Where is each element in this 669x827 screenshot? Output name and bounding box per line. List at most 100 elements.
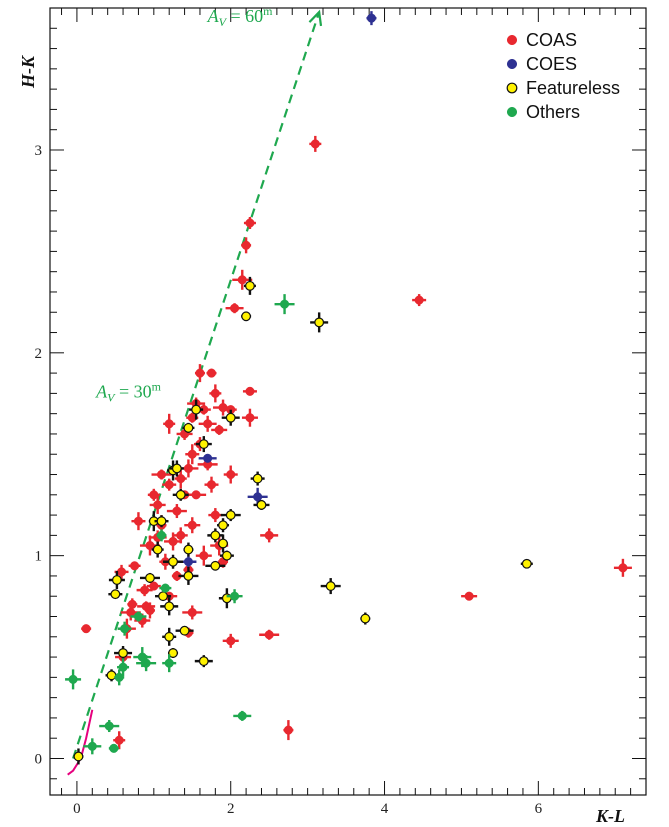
vector-label-0: AV = 60m <box>207 4 274 29</box>
point-featureless <box>521 558 532 569</box>
point-coas <box>618 563 628 573</box>
point-featureless <box>183 571 194 581</box>
point-coes <box>253 492 263 502</box>
point-featureless <box>73 751 84 762</box>
point-featureless <box>198 656 209 667</box>
point-featureless <box>256 500 267 510</box>
point-coas <box>145 540 155 551</box>
point-coas <box>168 536 178 547</box>
point-featureless <box>168 556 178 567</box>
point-coas <box>237 275 247 285</box>
point-coes <box>183 557 193 567</box>
x-tick-label: 0 <box>73 801 81 817</box>
point-coas <box>264 630 274 640</box>
point-coas <box>414 295 424 305</box>
point-coas <box>245 413 255 423</box>
point-coas <box>283 725 293 735</box>
point-featureless <box>221 550 232 561</box>
point-others <box>280 299 290 309</box>
point-others <box>237 711 247 721</box>
point-coas <box>81 624 91 634</box>
data-points <box>65 11 632 765</box>
reddening-vector-arrowhead <box>308 9 323 27</box>
point-coes <box>203 453 213 463</box>
point-coas <box>203 419 213 429</box>
point-coas <box>116 567 127 577</box>
y-tick-label: 3 <box>35 143 43 159</box>
point-featureless <box>164 601 175 612</box>
point-featureless <box>158 591 168 602</box>
point-coas <box>140 585 150 595</box>
y-tick-label: 0 <box>35 751 43 767</box>
point-featureless <box>145 573 155 583</box>
point-others <box>118 662 128 672</box>
point-featureless <box>118 648 128 658</box>
point-coas <box>130 561 140 571</box>
point-coas <box>187 607 197 617</box>
point-coas <box>206 480 217 490</box>
point-others <box>133 611 143 622</box>
y-tick-label: 1 <box>35 549 43 565</box>
point-coas <box>245 386 255 396</box>
legend-label-featureless: Featureless <box>526 78 620 98</box>
point-featureless <box>183 422 194 433</box>
point-featureless <box>168 648 178 658</box>
x-tick-label: 6 <box>535 801 543 817</box>
point-coas <box>191 490 201 500</box>
point-coas <box>210 510 220 520</box>
point-others <box>164 658 174 668</box>
vector-annotations: AV = 60m AV = 30m <box>95 4 273 404</box>
point-coas <box>187 449 197 459</box>
point-featureless <box>171 463 182 474</box>
point-featureless <box>156 516 167 527</box>
point-featureless <box>112 575 122 585</box>
point-featureless <box>110 589 121 600</box>
point-featureless <box>210 530 221 541</box>
point-featureless <box>325 581 336 591</box>
point-coas <box>149 490 159 500</box>
point-featureless <box>198 439 209 449</box>
point-coas <box>156 469 167 480</box>
point-featureless <box>225 412 236 423</box>
point-coas <box>183 463 193 473</box>
point-coas <box>127 599 137 609</box>
point-coas <box>464 591 474 601</box>
point-featureless <box>360 613 371 624</box>
point-others <box>160 583 170 593</box>
point-coas <box>199 551 209 561</box>
point-coas <box>133 516 143 526</box>
point-featureless <box>183 544 194 555</box>
point-coas <box>145 605 155 615</box>
point-others <box>104 721 114 731</box>
point-featureless <box>225 510 236 520</box>
legend-marker-featureless <box>506 82 518 94</box>
point-coas <box>241 240 251 250</box>
legend-label-coas: COAS <box>526 30 577 50</box>
x-axis-title: K-L <box>595 806 625 826</box>
point-coas <box>176 474 186 484</box>
point-coas <box>153 500 163 510</box>
point-featureless <box>179 625 190 636</box>
point-featureless <box>152 544 163 555</box>
legend-label-others: Others <box>526 102 580 122</box>
point-featureless <box>191 404 202 415</box>
point-others <box>120 624 130 634</box>
legend-marker-coes <box>506 58 518 70</box>
intrinsic-locus-curve <box>67 709 94 776</box>
point-featureless <box>241 311 252 322</box>
point-coas <box>245 218 255 228</box>
point-featureless <box>218 538 228 549</box>
point-coas <box>210 388 220 398</box>
y-axis-title: H-K <box>18 54 38 89</box>
point-coas <box>226 636 236 646</box>
legend-label-coes: COES <box>526 54 577 74</box>
reddening-vector-line <box>72 11 321 759</box>
point-coas <box>195 368 205 378</box>
point-coas <box>310 139 320 149</box>
point-coas <box>214 425 224 435</box>
point-coas <box>226 469 236 480</box>
x-tick-label: 4 <box>381 801 389 817</box>
legend-marker-others <box>506 106 518 118</box>
y-tick-label: 2 <box>35 346 43 362</box>
